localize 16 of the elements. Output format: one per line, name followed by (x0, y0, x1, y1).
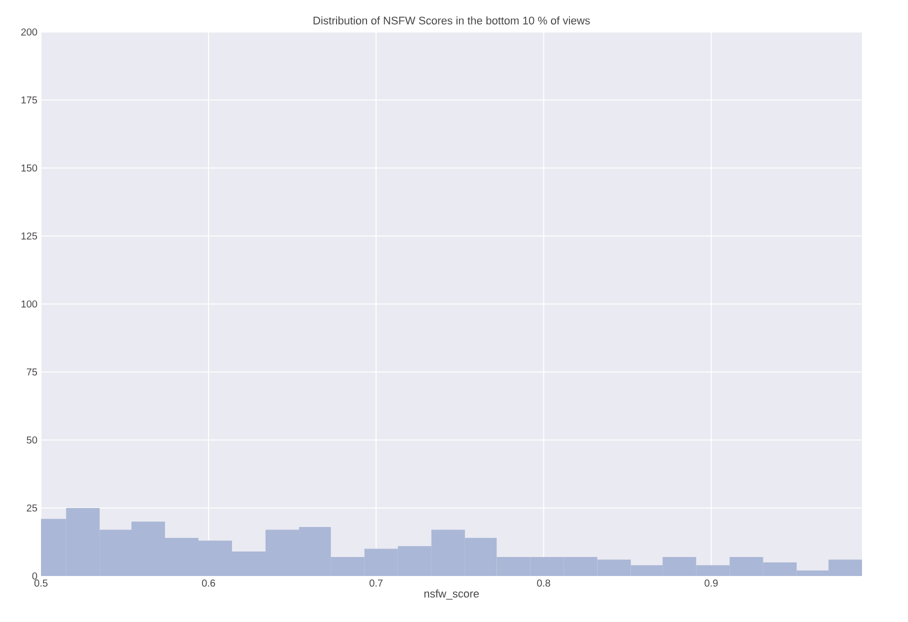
y-tick-label: 175 (22, 96, 38, 104)
x-tick-label: 0.6 (202, 580, 216, 587)
y-tick-label: 150 (22, 164, 38, 172)
x-tick-label: 0.5 (34, 580, 48, 587)
y-tick-label: 0 (32, 572, 38, 580)
x-tick-label: 0.9 (704, 580, 718, 587)
y-tick-label: 100 (22, 300, 38, 308)
y-tick-label: 200 (21, 28, 38, 36)
y-tick-label: 125 (22, 232, 38, 240)
x-axis-title: nsfw_score (424, 589, 479, 600)
x-tick-label: 0.7 (370, 580, 383, 587)
y-tick-label: 25 (26, 504, 38, 512)
x-tick-label: 0.8 (537, 580, 550, 587)
y-tick-label: 50 (26, 436, 38, 444)
chart-title: Distribution of NSFW Scores in the bottom 10 % of views (314, 16, 590, 24)
y-tick-label: 75 (26, 368, 38, 376)
